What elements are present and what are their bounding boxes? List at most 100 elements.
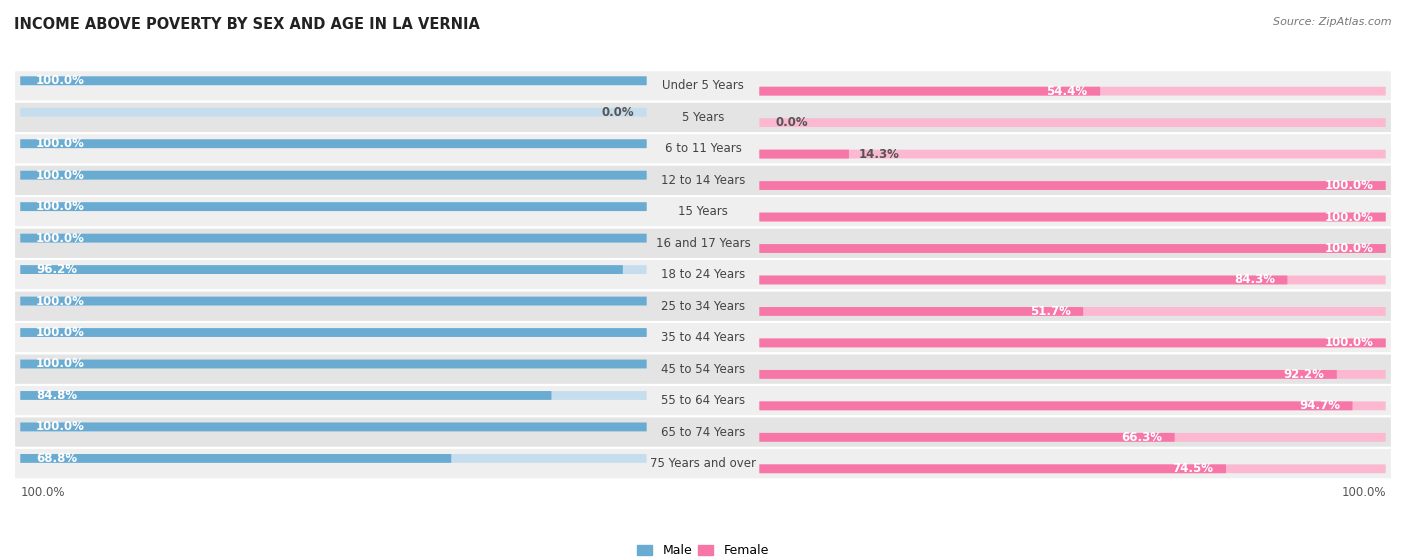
FancyBboxPatch shape bbox=[14, 102, 1392, 133]
FancyBboxPatch shape bbox=[759, 118, 1386, 127]
FancyBboxPatch shape bbox=[20, 423, 647, 432]
FancyBboxPatch shape bbox=[20, 297, 647, 305]
Text: 100.0%: 100.0% bbox=[37, 137, 84, 150]
FancyBboxPatch shape bbox=[759, 401, 1386, 410]
FancyBboxPatch shape bbox=[20, 265, 647, 274]
FancyBboxPatch shape bbox=[20, 202, 647, 211]
Text: 74.5%: 74.5% bbox=[1173, 462, 1213, 475]
FancyBboxPatch shape bbox=[14, 448, 1392, 479]
FancyBboxPatch shape bbox=[14, 165, 1392, 196]
Text: 94.7%: 94.7% bbox=[1299, 399, 1340, 413]
FancyBboxPatch shape bbox=[759, 212, 1386, 221]
Text: 100.0%: 100.0% bbox=[37, 74, 84, 87]
Text: 55 to 64 Years: 55 to 64 Years bbox=[661, 394, 745, 407]
Text: 51.7%: 51.7% bbox=[1029, 305, 1070, 318]
FancyBboxPatch shape bbox=[14, 322, 1392, 353]
Text: 100.0%: 100.0% bbox=[37, 169, 84, 182]
FancyBboxPatch shape bbox=[14, 70, 1392, 102]
FancyBboxPatch shape bbox=[20, 359, 647, 368]
Text: 100.0%: 100.0% bbox=[20, 486, 65, 499]
Text: Source: ZipAtlas.com: Source: ZipAtlas.com bbox=[1274, 17, 1392, 27]
Text: 0.0%: 0.0% bbox=[602, 106, 634, 119]
FancyBboxPatch shape bbox=[759, 181, 1386, 190]
FancyBboxPatch shape bbox=[20, 77, 647, 85]
Text: 16 and 17 Years: 16 and 17 Years bbox=[655, 237, 751, 250]
Text: 35 to 44 Years: 35 to 44 Years bbox=[661, 331, 745, 344]
Text: 15 Years: 15 Years bbox=[678, 205, 728, 219]
Text: 54.4%: 54.4% bbox=[1046, 84, 1088, 98]
FancyBboxPatch shape bbox=[20, 423, 647, 432]
Text: 100.0%: 100.0% bbox=[1324, 211, 1374, 224]
Text: 0.0%: 0.0% bbox=[775, 116, 807, 129]
FancyBboxPatch shape bbox=[759, 181, 1386, 190]
FancyBboxPatch shape bbox=[759, 307, 1386, 316]
FancyBboxPatch shape bbox=[759, 339, 1386, 347]
FancyBboxPatch shape bbox=[20, 454, 451, 463]
FancyBboxPatch shape bbox=[759, 307, 1083, 316]
FancyBboxPatch shape bbox=[759, 370, 1386, 379]
FancyBboxPatch shape bbox=[759, 465, 1226, 473]
FancyBboxPatch shape bbox=[20, 391, 647, 400]
Text: 84.8%: 84.8% bbox=[37, 389, 77, 402]
Text: 100.0%: 100.0% bbox=[37, 326, 84, 339]
FancyBboxPatch shape bbox=[759, 87, 1386, 96]
FancyBboxPatch shape bbox=[14, 196, 1392, 228]
Text: 12 to 14 Years: 12 to 14 Years bbox=[661, 174, 745, 187]
FancyBboxPatch shape bbox=[20, 139, 647, 148]
FancyBboxPatch shape bbox=[14, 353, 1392, 385]
Text: INCOME ABOVE POVERTY BY SEX AND AGE IN LA VERNIA: INCOME ABOVE POVERTY BY SEX AND AGE IN L… bbox=[14, 17, 479, 32]
Text: 84.3%: 84.3% bbox=[1234, 273, 1275, 286]
FancyBboxPatch shape bbox=[20, 328, 647, 337]
FancyBboxPatch shape bbox=[20, 170, 647, 179]
Text: 92.2%: 92.2% bbox=[1284, 368, 1324, 381]
FancyBboxPatch shape bbox=[759, 150, 1386, 159]
Text: 100.0%: 100.0% bbox=[1341, 486, 1386, 499]
FancyBboxPatch shape bbox=[20, 234, 647, 243]
FancyBboxPatch shape bbox=[20, 454, 647, 463]
Text: 100.0%: 100.0% bbox=[1324, 242, 1374, 255]
Text: 66.3%: 66.3% bbox=[1121, 431, 1163, 444]
FancyBboxPatch shape bbox=[759, 433, 1174, 442]
FancyBboxPatch shape bbox=[759, 401, 1353, 410]
FancyBboxPatch shape bbox=[20, 139, 647, 148]
FancyBboxPatch shape bbox=[759, 244, 1386, 253]
Legend: Male, Female: Male, Female bbox=[633, 539, 773, 559]
FancyBboxPatch shape bbox=[759, 370, 1337, 379]
FancyBboxPatch shape bbox=[20, 265, 623, 274]
FancyBboxPatch shape bbox=[20, 108, 647, 117]
FancyBboxPatch shape bbox=[20, 328, 647, 337]
FancyBboxPatch shape bbox=[759, 465, 1386, 473]
Text: 100.0%: 100.0% bbox=[37, 200, 84, 213]
FancyBboxPatch shape bbox=[14, 416, 1392, 448]
Text: 100.0%: 100.0% bbox=[1324, 179, 1374, 192]
Text: 100.0%: 100.0% bbox=[37, 295, 84, 307]
Text: 65 to 74 Years: 65 to 74 Years bbox=[661, 425, 745, 439]
Text: 25 to 34 Years: 25 to 34 Years bbox=[661, 300, 745, 312]
FancyBboxPatch shape bbox=[759, 87, 1099, 96]
FancyBboxPatch shape bbox=[759, 244, 1386, 253]
FancyBboxPatch shape bbox=[759, 212, 1386, 221]
FancyBboxPatch shape bbox=[14, 133, 1392, 165]
Text: 100.0%: 100.0% bbox=[1324, 337, 1374, 349]
FancyBboxPatch shape bbox=[14, 259, 1392, 291]
Text: 100.0%: 100.0% bbox=[37, 358, 84, 371]
FancyBboxPatch shape bbox=[20, 359, 647, 368]
FancyBboxPatch shape bbox=[759, 339, 1386, 347]
Text: 18 to 24 Years: 18 to 24 Years bbox=[661, 268, 745, 281]
FancyBboxPatch shape bbox=[14, 385, 1392, 416]
FancyBboxPatch shape bbox=[20, 170, 647, 179]
Text: 14.3%: 14.3% bbox=[858, 148, 900, 160]
FancyBboxPatch shape bbox=[14, 228, 1392, 259]
FancyBboxPatch shape bbox=[14, 291, 1392, 322]
Text: 75 Years and over: 75 Years and over bbox=[650, 457, 756, 470]
Text: 100.0%: 100.0% bbox=[37, 420, 84, 433]
Text: 6 to 11 Years: 6 to 11 Years bbox=[665, 143, 741, 155]
Text: 96.2%: 96.2% bbox=[37, 263, 77, 276]
Text: 100.0%: 100.0% bbox=[37, 231, 84, 245]
FancyBboxPatch shape bbox=[20, 234, 647, 243]
Text: 5 Years: 5 Years bbox=[682, 111, 724, 124]
FancyBboxPatch shape bbox=[20, 391, 551, 400]
FancyBboxPatch shape bbox=[20, 202, 647, 211]
FancyBboxPatch shape bbox=[20, 297, 647, 305]
FancyBboxPatch shape bbox=[759, 276, 1386, 285]
